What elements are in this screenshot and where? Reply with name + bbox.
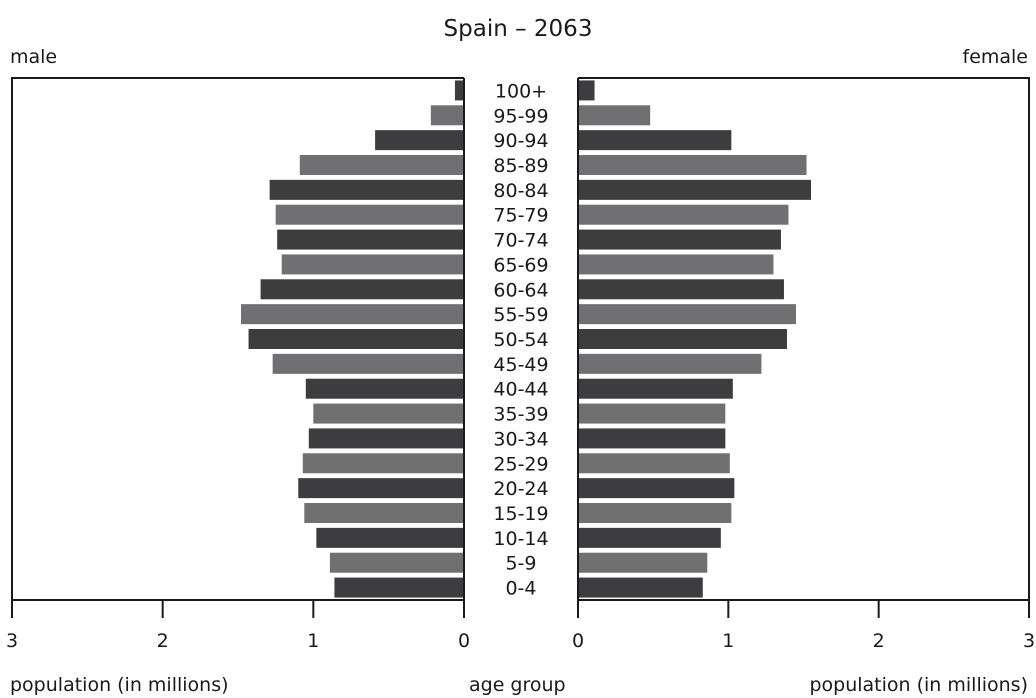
x-axis-title-center: age group [469,674,566,696]
bar-male-100+ [454,80,464,101]
bar-female-25-29 [578,453,730,474]
tick-label-male: 3 [6,630,18,652]
bar-male-95-99 [430,105,464,126]
bar-male-45-49 [272,353,464,374]
tick-label-male: 1 [307,630,319,652]
age-label: 80-84 [493,180,548,202]
bar-male-20-24 [298,478,464,499]
bar-male-0-4 [334,577,464,598]
tick-label-male: 0 [458,630,470,652]
bar-female-75-79 [578,204,789,225]
age-label: 5-9 [505,553,536,575]
age-label: 100+ [495,80,547,102]
age-label: 10-14 [493,528,548,550]
tick-label-female: 1 [722,630,734,652]
bar-male-80-84 [269,179,464,200]
x-axis-title-right: population (in millions) [809,674,1028,696]
bar-female-55-59 [578,304,796,325]
bar-male-85-89 [299,155,464,175]
bar-female-70-74 [578,229,781,250]
male-label: male [10,46,58,68]
chart-title: Spain – 2063 [443,16,593,42]
bar-male-25-29 [302,453,464,474]
bar-female-90-94 [578,130,732,151]
age-label: 0-4 [505,578,536,600]
age-label: 45-49 [493,354,548,376]
bar-male-10-14 [316,527,464,548]
age-label: 75-79 [493,205,548,227]
bar-male-40-44 [305,378,464,399]
bar-female-40-44 [578,378,733,399]
bar-female-10-14 [578,527,721,548]
bar-female-0-4 [578,577,703,598]
bar-male-90-94 [375,130,464,151]
bar-male-50-54 [248,329,464,349]
bar-female-60-64 [578,279,784,300]
age-label: 30-34 [493,428,548,450]
bar-male-15-19 [304,503,464,523]
bar-female-65-69 [578,254,774,275]
age-label: 70-74 [493,230,548,252]
female-label: female [962,46,1029,68]
bar-female-50-54 [578,329,787,349]
bar-male-60-64 [260,279,464,300]
tick-label-female: 3 [1023,630,1035,652]
age-label: 85-89 [493,155,548,177]
bar-female-20-24 [578,478,735,499]
bar-female-80-84 [578,179,812,200]
bar-male-70-74 [277,229,464,250]
age-label: 95-99 [493,105,548,127]
bar-female-95-99 [578,105,651,126]
bar-male-30-34 [308,428,464,449]
tick-label-male: 2 [157,630,169,652]
age-label: 90-94 [493,130,548,152]
female-bars [578,80,812,598]
bar-female-30-34 [578,428,726,449]
bar-female-45-49 [578,353,762,374]
age-label: 65-69 [493,254,548,276]
age-label: 15-19 [493,503,548,525]
bar-male-35-39 [313,403,464,424]
age-label: 50-54 [493,329,548,351]
bar-female-100+ [578,80,595,101]
x-axis-ticks: 0 0 1 1 2 2 3 3 [6,600,1035,652]
bar-male-5-9 [329,552,464,573]
bar-female-85-89 [578,155,807,175]
bar-male-55-59 [241,304,464,325]
age-label: 60-64 [493,279,548,301]
age-label: 35-39 [493,404,548,426]
bar-female-35-39 [578,403,726,424]
male-bars [241,80,464,598]
bar-male-75-79 [275,204,464,225]
tick-label-female: 2 [873,630,885,652]
tick-label-female: 0 [572,630,584,652]
bar-male-65-69 [281,254,464,275]
bar-female-5-9 [578,552,708,573]
bar-female-15-19 [578,503,732,523]
x-axis-title-left: population (in millions) [10,674,229,696]
age-label: 55-59 [493,304,548,326]
age-label: 20-24 [493,478,548,500]
age-label: 25-29 [493,453,548,475]
age-label: 40-44 [493,379,548,401]
